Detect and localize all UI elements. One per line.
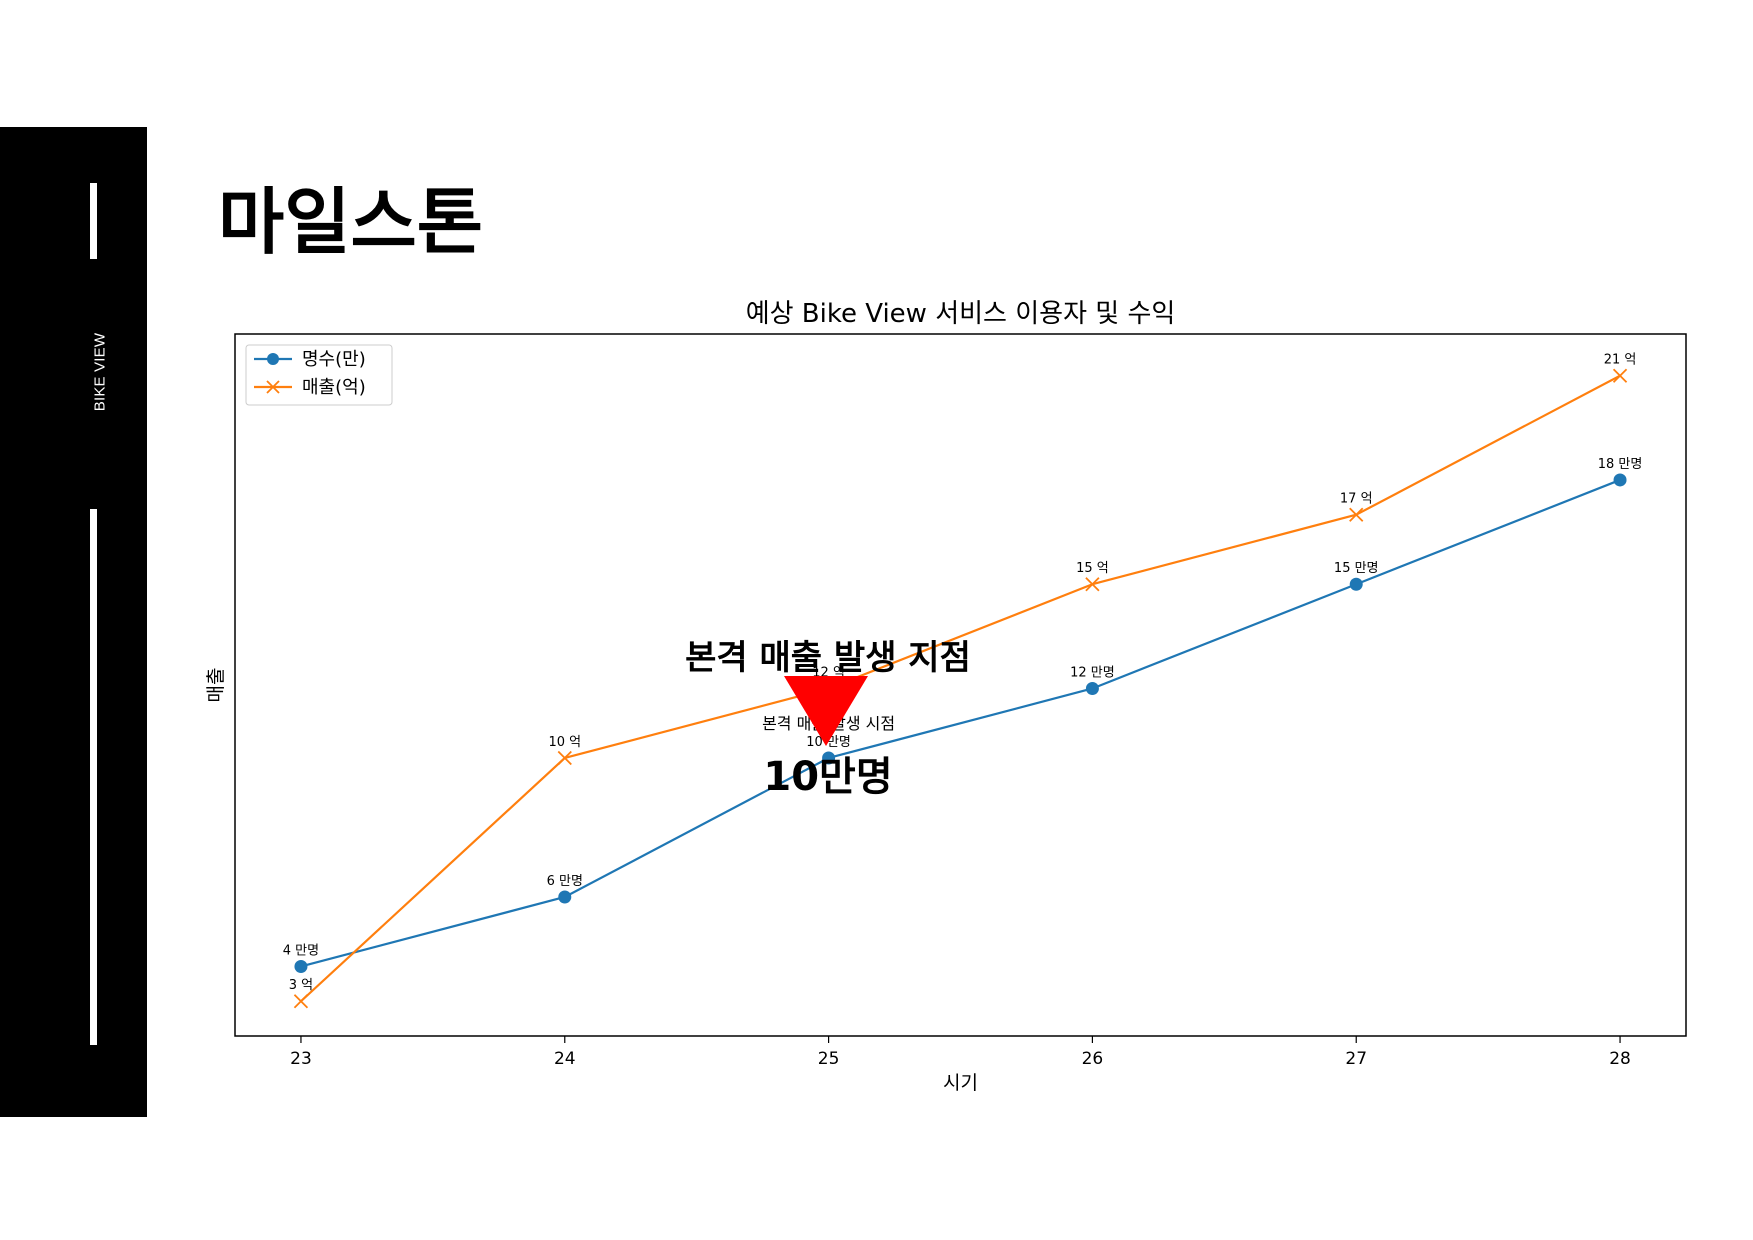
legend-label: 매출(억) (302, 377, 366, 398)
data-label: 12 만명 (1070, 665, 1115, 680)
data-point (293, 994, 309, 1009)
data-label: 18 만명 (1598, 457, 1643, 472)
data-label: 10 억 (548, 735, 581, 750)
data-point (1349, 577, 1363, 591)
sidebar-accent-bar-top (90, 183, 97, 259)
data-point (1085, 681, 1099, 695)
data-label: 15 억 (1076, 561, 1109, 576)
x-tick-label: 23 (290, 1049, 312, 1069)
annotation-value: 10만명 (763, 754, 893, 800)
data-point (557, 750, 572, 766)
x-tick-label: 25 (818, 1049, 840, 1069)
legend-marker (267, 353, 279, 365)
sidebar-accent-bar-bottom (90, 509, 97, 1045)
x-tick-label: 26 (1082, 1049, 1104, 1069)
data-point (558, 890, 572, 904)
data-label: 6 만명 (547, 874, 583, 889)
series-line-1 (300, 478, 1621, 968)
data-label: 17 억 (1340, 492, 1373, 507)
annotation-headline: 본격 매출 발생 지점 (685, 638, 971, 678)
sidebar: BIKE VIEW (0, 127, 147, 1117)
data-point (1085, 577, 1100, 592)
x-axis-label: 시기 (943, 1072, 978, 1094)
x-tick-label: 24 (554, 1049, 576, 1069)
data-label: 10 만명 (806, 735, 851, 750)
series-line-2 (300, 374, 1621, 1003)
red-marker-triangle (784, 676, 868, 746)
data-label: 3 억 (289, 978, 313, 993)
legend-marker (266, 380, 280, 394)
data-point (1612, 368, 1628, 383)
x-tick-label: 27 (1345, 1049, 1367, 1069)
data-label: 4 만명 (283, 943, 319, 958)
data-label: 21 억 (1604, 353, 1637, 368)
data-point (1349, 507, 1364, 522)
data-point (294, 959, 308, 973)
chart-title: 예상 Bike View 서비스 이용자 및 수익 (746, 299, 1176, 329)
plot-area-frame (234, 333, 1687, 1037)
y-axis-label: 매출 (205, 668, 227, 703)
data-point (822, 751, 836, 765)
data-point (1613, 473, 1627, 487)
data-label: 15 만명 (1334, 561, 1379, 576)
legend-label: 명수(만) (302, 349, 366, 370)
x-tick-label: 28 (1609, 1049, 1631, 1069)
page-title: 마일스톤 (218, 180, 483, 264)
